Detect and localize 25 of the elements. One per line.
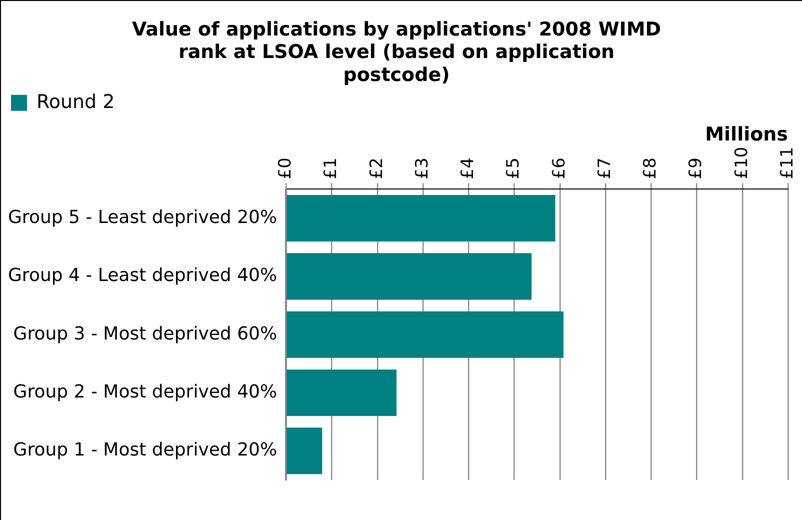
chart-title: Value of applications by applications' 2008 WIMD rank at LSOA level (based on application postcode) [132, 18, 662, 86]
y-tick-label: Group 2 - Most deprived 40% [13, 381, 278, 402]
x-tick-label: £6 [549, 158, 570, 180]
x-tick-label: £9 [686, 158, 706, 180]
legend-label: Round 2 [36, 90, 115, 113]
x-tick-label: £1 [321, 158, 342, 180]
x-tick-label: £10 [732, 146, 752, 180]
bar [286, 195, 556, 242]
bar [286, 369, 397, 416]
y-tick-label: Group 5 - Least deprived 20% [8, 206, 278, 228]
x-tick-label: £4 [458, 158, 478, 180]
bar [286, 428, 322, 474]
y-tick-label: Group 1 - Most deprived 20% [13, 440, 278, 461]
x-tick-label: £8 [640, 158, 661, 180]
x-tick-label: £2 [366, 158, 387, 180]
x-tick-label: £11 [777, 146, 798, 180]
x-tick-label: £0 [276, 158, 296, 180]
x-tick-label: £3 [412, 158, 432, 180]
x-axis-title: Millions [705, 124, 788, 146]
bar [286, 311, 564, 358]
y-tick-label: Group 3 - Most deprived 60% [13, 323, 278, 344]
x-tick-label: £7 [594, 158, 615, 180]
bar [286, 253, 532, 300]
x-tick-label: £5 [504, 158, 524, 180]
y-tick-label: Group 4 - Least deprived 40% [8, 265, 278, 286]
